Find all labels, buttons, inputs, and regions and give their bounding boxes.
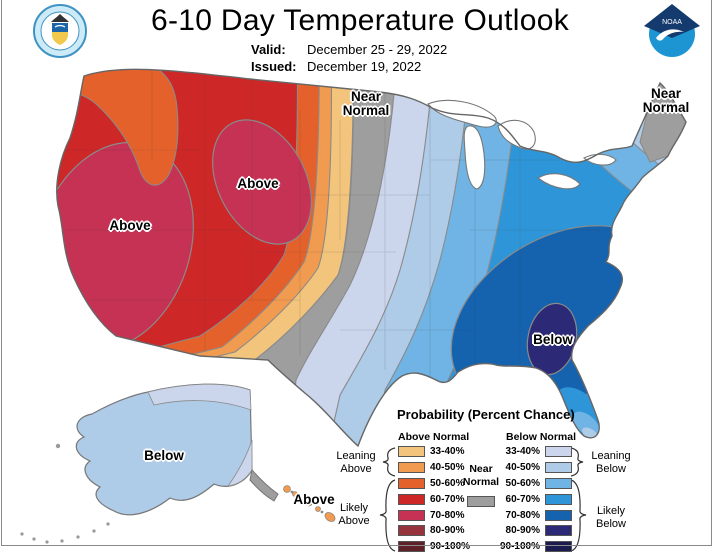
lake-superior <box>427 99 497 128</box>
legend-range-label: 50-60% <box>505 477 540 489</box>
legend-near-normal-label: Near Normal <box>462 463 500 488</box>
legend-range-label: 40-50% <box>430 462 465 474</box>
map-region-label-california-nevada: Above <box>109 218 151 233</box>
legend-row-below: 33-40% <box>496 444 572 460</box>
map-region-label-georgia: Below <box>533 332 573 347</box>
valid-issued-block: Valid: December 25 - 29, 2022 Issued: De… <box>251 41 447 75</box>
legend-range-label: 33-40% <box>505 446 540 458</box>
legend-group-likely-below: Likely Below <box>596 505 626 530</box>
legend-row-above: 40-50% <box>398 460 470 476</box>
legend-swatch-above <box>398 509 425 521</box>
legend-swatch-below <box>545 493 572 505</box>
legend-row-below: 90-100% <box>496 539 572 555</box>
hawaii-inset <box>283 485 336 522</box>
legend-row-below: 50-60% <box>496 476 572 492</box>
map-region-label-hawaii: Above <box>293 492 335 507</box>
noaa-logo-text: NOAA <box>662 19 682 26</box>
legend-range-label: 50-60% <box>430 477 465 489</box>
map-region-label-northern-plains: Near Normal <box>342 89 390 118</box>
shield-top <box>52 23 68 32</box>
alaska-east-fringe <box>227 439 253 487</box>
legend-group-leaning-below: Leaning Below <box>591 450 631 475</box>
brace-likely-above <box>379 479 396 552</box>
legend-range-label: 70-80% <box>505 509 540 521</box>
lake-michigan <box>463 125 486 190</box>
legend-above-header: Above Normal <box>398 431 470 443</box>
legend-swatch-below <box>545 509 572 521</box>
legend-near-normal-swatch <box>467 496 495 507</box>
map-band-above-50-60-idaho <box>60 69 179 186</box>
conus-outline <box>56 68 687 448</box>
legend-range-label: 40-50% <box>505 462 540 474</box>
issued-label: Issued: <box>251 59 297 74</box>
legend-below-column: 33-40% 40-50% 50-60% 60-70% 70-80% 80-90% 90-1… <box>496 444 572 555</box>
noaa-logo: NOAA <box>644 4 700 57</box>
legend-range-label: 60-70% <box>505 493 540 505</box>
legend-above-column: 33-40% 40-50% 50-60% 60-70% 70-80% 80-90% 90-1… <box>398 444 470 555</box>
aleutian-islands <box>20 443 110 544</box>
legend-group-leaning-above: Leaning Above <box>336 450 376 475</box>
alaska-fringe-below-33-40 <box>147 383 252 411</box>
eagle-icon <box>51 14 69 22</box>
seagull-icon <box>656 29 684 41</box>
legend-row-below: 80-90% <box>496 523 572 539</box>
legend-row-above: 60-70% <box>398 491 470 507</box>
brace-leaning-above <box>382 447 396 477</box>
map-region-label-maine: Near Normal <box>642 86 690 115</box>
legend-swatch-above <box>398 462 425 474</box>
legend-range-label: 60-70% <box>430 493 465 505</box>
page-title: 6-10 Day Temperature Outlook <box>150 4 570 37</box>
legend-range-label: 33-40% <box>430 446 465 458</box>
legend-row-above: 90-100% <box>398 539 470 555</box>
legend-swatch-above <box>398 525 425 537</box>
legend-group-likely-above: Likely Above <box>338 502 370 527</box>
legend-row-above: 50-60% <box>398 476 470 492</box>
legend-swatch-above <box>398 477 425 489</box>
fish-icon <box>54 24 66 28</box>
legend-braces <box>379 447 587 552</box>
legend-swatch-below <box>545 446 572 458</box>
issued-value: December 19, 2022 <box>307 59 422 74</box>
brace-likely-below <box>570 479 587 552</box>
great-lakes <box>427 99 617 190</box>
map-region-label-wyoming-colorado: Above <box>237 176 279 191</box>
legend-row-below: 40-50% <box>496 460 572 476</box>
alaska-panhandle <box>249 468 279 502</box>
legend-range-label: 70-80% <box>430 509 465 521</box>
legend-swatch-below <box>545 525 572 537</box>
legend-range-label: 80-90% <box>430 525 465 537</box>
legend-range-label: 90-100% <box>499 541 540 553</box>
legend-range-label: 80-90% <box>505 525 540 537</box>
legend-row-above: 70-80% <box>398 507 470 523</box>
shield-bottom <box>52 32 68 45</box>
lake-huron <box>497 119 536 150</box>
legend-row-below: 60-70% <box>496 491 572 507</box>
noaa-fan <box>644 4 700 38</box>
map-region-label-alaska: Below <box>144 448 184 463</box>
valid-label: Valid: <box>251 42 286 57</box>
legend-swatch-below <box>545 541 572 553</box>
legend-row-above: 80-90% <box>398 523 470 539</box>
nws-logo <box>33 4 87 58</box>
brace-leaning-below <box>570 447 584 477</box>
alaska-inset <box>20 383 279 544</box>
legend-swatch-below <box>545 477 572 489</box>
legend-swatch-above <box>398 541 425 553</box>
legend-swatch-above <box>398 446 425 458</box>
legend-row-below: 70-80% <box>496 507 572 523</box>
legend-row-above: 33-40% <box>398 444 470 460</box>
map-band-above-70-80-rockies <box>212 119 312 245</box>
legend-swatch-below <box>545 462 572 474</box>
legend-swatch-above <box>398 493 425 505</box>
legend-range-label: 90-100% <box>430 541 471 553</box>
legend-below-header: Below Normal <box>506 431 577 443</box>
state-borders <box>60 69 600 388</box>
lake-erie <box>536 173 581 190</box>
legend-title: Probability (Percent Chance) <box>397 407 575 422</box>
valid-value: December 25 - 29, 2022 <box>307 42 448 57</box>
